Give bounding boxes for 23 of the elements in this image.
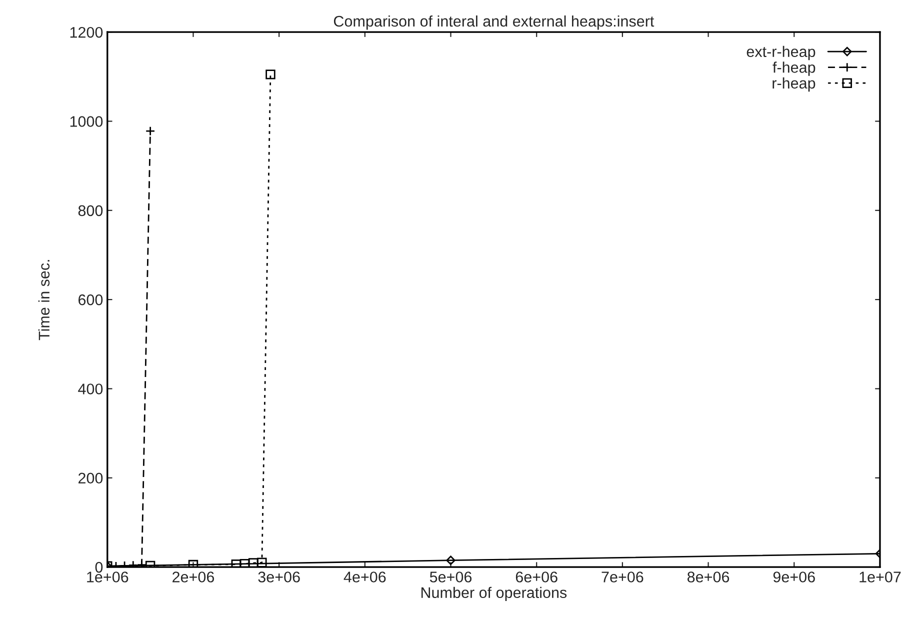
x-axis-title: Number of operations — [421, 586, 567, 602]
x-tick-label: 8e+06 — [687, 572, 730, 582]
x-tick-label: 7e+06 — [602, 572, 644, 582]
x-tick-label: 4e+06 — [344, 572, 386, 582]
legend-label: r-heap — [772, 77, 816, 92]
legend-label: ext-r-heap — [746, 46, 816, 60]
x-tick-label: 9e+06 — [773, 572, 815, 582]
y-tick-label: 600 — [78, 294, 103, 306]
chart-title: Comparison of interal and external heaps:insert — [334, 15, 654, 30]
y-axis-title: Time in sec. — [38, 260, 50, 340]
x-tick-label: 6e+06 — [516, 572, 558, 582]
legend-label: f-heap — [772, 62, 816, 76]
y-tick-label: 1000 — [70, 116, 103, 127]
y-tick-label: 0 — [95, 562, 103, 573]
x-tick-label: 5e+06 — [430, 572, 472, 582]
x-tick-label: 2e+06 — [172, 572, 214, 582]
y-tick-label: 200 — [78, 472, 103, 484]
x-tick-label: 1e+07 — [860, 572, 901, 582]
y-tick-label: 400 — [78, 384, 103, 394]
x-tick-label: 3e+06 — [258, 572, 300, 582]
x-tick-label: 1e+06 — [87, 572, 128, 582]
y-tick-label: 800 — [78, 205, 103, 216]
y-tick-label: 1200 — [70, 26, 103, 38]
